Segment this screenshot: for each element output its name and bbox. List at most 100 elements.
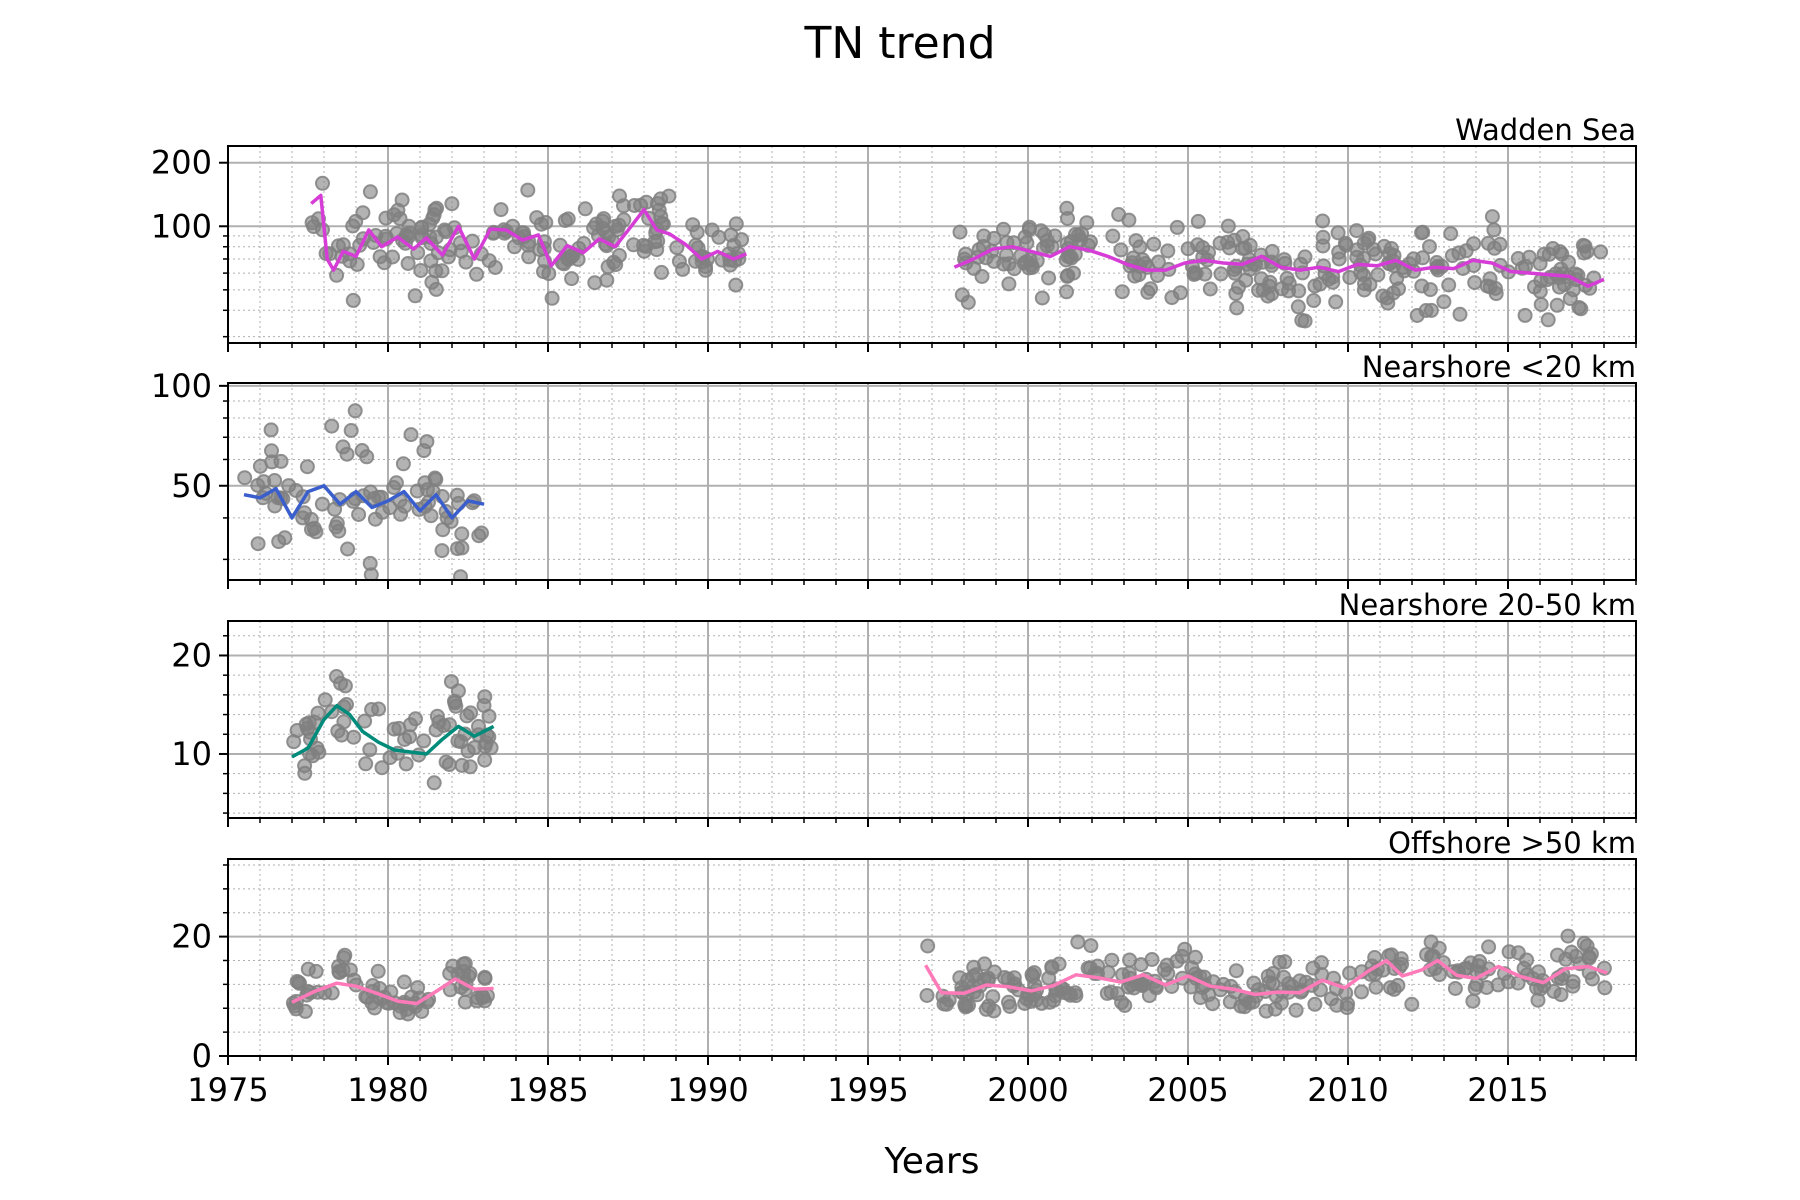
data-point: [453, 569, 468, 580]
data-point: [477, 969, 493, 985]
data-point: [1258, 1003, 1274, 1019]
data-point: [443, 674, 459, 690]
panel-title: Wadden Sea: [1455, 113, 1636, 147]
data-point: [1143, 281, 1158, 297]
data-point: [919, 988, 935, 1003]
data-point: [960, 294, 976, 310]
data-point: [607, 218, 623, 234]
data-point: [386, 480, 402, 495]
data-point: [345, 292, 361, 308]
data-point: [1532, 256, 1548, 272]
data-point: [1212, 235, 1228, 251]
data-point: [1228, 286, 1244, 302]
data-point: [1568, 948, 1584, 964]
data-point: [1471, 958, 1486, 974]
x-tick-label: 2000: [987, 1071, 1068, 1109]
data-point: [1447, 981, 1463, 996]
data-point: [671, 253, 687, 269]
y-tick-label: 0: [192, 1037, 212, 1075]
data-point: [416, 733, 432, 749]
data-point: [364, 702, 380, 717]
data-point: [1306, 293, 1322, 308]
data-point: [1354, 984, 1369, 1000]
trend-line: [310, 193, 748, 272]
data-point: [1414, 225, 1430, 241]
data-point: [1105, 228, 1121, 244]
data-point: [1486, 222, 1502, 238]
trend-line: [924, 958, 1608, 997]
data-point: [1519, 952, 1535, 968]
y-tick-label: 200: [151, 144, 212, 182]
data-point: [1059, 268, 1075, 284]
data-point: [1467, 980, 1483, 996]
data-point: [398, 756, 414, 772]
data-point: [397, 732, 413, 747]
data-point: [599, 272, 615, 288]
data-point: [348, 213, 364, 229]
data-point: [1530, 964, 1546, 980]
data-point: [392, 211, 408, 227]
data-point: [986, 1003, 1002, 1019]
x-tick-label: 2010: [1307, 1071, 1388, 1109]
data-point: [1288, 1002, 1304, 1018]
data-point: [1561, 254, 1576, 270]
data-point: [1552, 244, 1568, 260]
data-point: [1321, 271, 1337, 287]
data-point: [1021, 260, 1037, 276]
data-point: [1082, 234, 1098, 250]
data-point: [1414, 278, 1430, 294]
data-point: [1213, 266, 1229, 282]
data-point: [1083, 938, 1099, 954]
data-point: [1002, 999, 1018, 1014]
data-point: [1356, 267, 1371, 283]
data-point: [314, 496, 330, 512]
data-point: [1001, 276, 1017, 292]
y-tick-label: 100: [151, 207, 212, 245]
data-point: [346, 729, 362, 745]
panel-4: 0 20 Offshore >50 km 1975 1980 1985 1990 1995 20…: [171, 826, 1637, 1109]
data-point: [426, 775, 442, 791]
data-point: [1482, 279, 1498, 295]
data-point: [403, 427, 419, 443]
data-point: [386, 721, 402, 737]
data-point: [336, 950, 352, 966]
data-point: [1406, 251, 1422, 267]
data-point: [1330, 225, 1346, 241]
data-point: [1273, 995, 1289, 1011]
trend-line: [291, 977, 494, 1006]
data-point: [1133, 957, 1149, 973]
data-point: [564, 271, 580, 287]
data-point: [237, 470, 253, 486]
data-point: [1356, 282, 1372, 298]
data-point: [577, 201, 593, 217]
data-point: [324, 418, 340, 434]
data-point: [351, 507, 367, 522]
data-point: [1059, 200, 1075, 216]
data-point: [469, 266, 484, 282]
panel-2: 50 100 Nearshore <20 km: [151, 350, 1637, 589]
data-point: [442, 717, 457, 733]
data-point: [1342, 965, 1358, 981]
data-point: [340, 541, 356, 557]
data-point: [333, 675, 349, 691]
panel-1: 100 200 Wadden Sea: [151, 113, 1637, 352]
data-point: [343, 423, 359, 438]
scatter-points: [237, 403, 489, 580]
data-point: [362, 184, 378, 200]
data-point: [363, 484, 378, 500]
data-point: [334, 727, 350, 743]
data-point: [1297, 313, 1313, 329]
data-point: [626, 198, 642, 213]
data-point: [256, 474, 272, 490]
data-point: [474, 525, 489, 541]
trend-line: [953, 244, 1605, 288]
data-point: [1190, 213, 1206, 229]
data-point: [1121, 212, 1137, 228]
data-point: [1202, 281, 1218, 297]
data-point: [1264, 243, 1280, 259]
data-point: [315, 175, 330, 191]
data-point: [1080, 960, 1096, 976]
data-point: [393, 506, 409, 522]
data-point: [1328, 294, 1344, 310]
